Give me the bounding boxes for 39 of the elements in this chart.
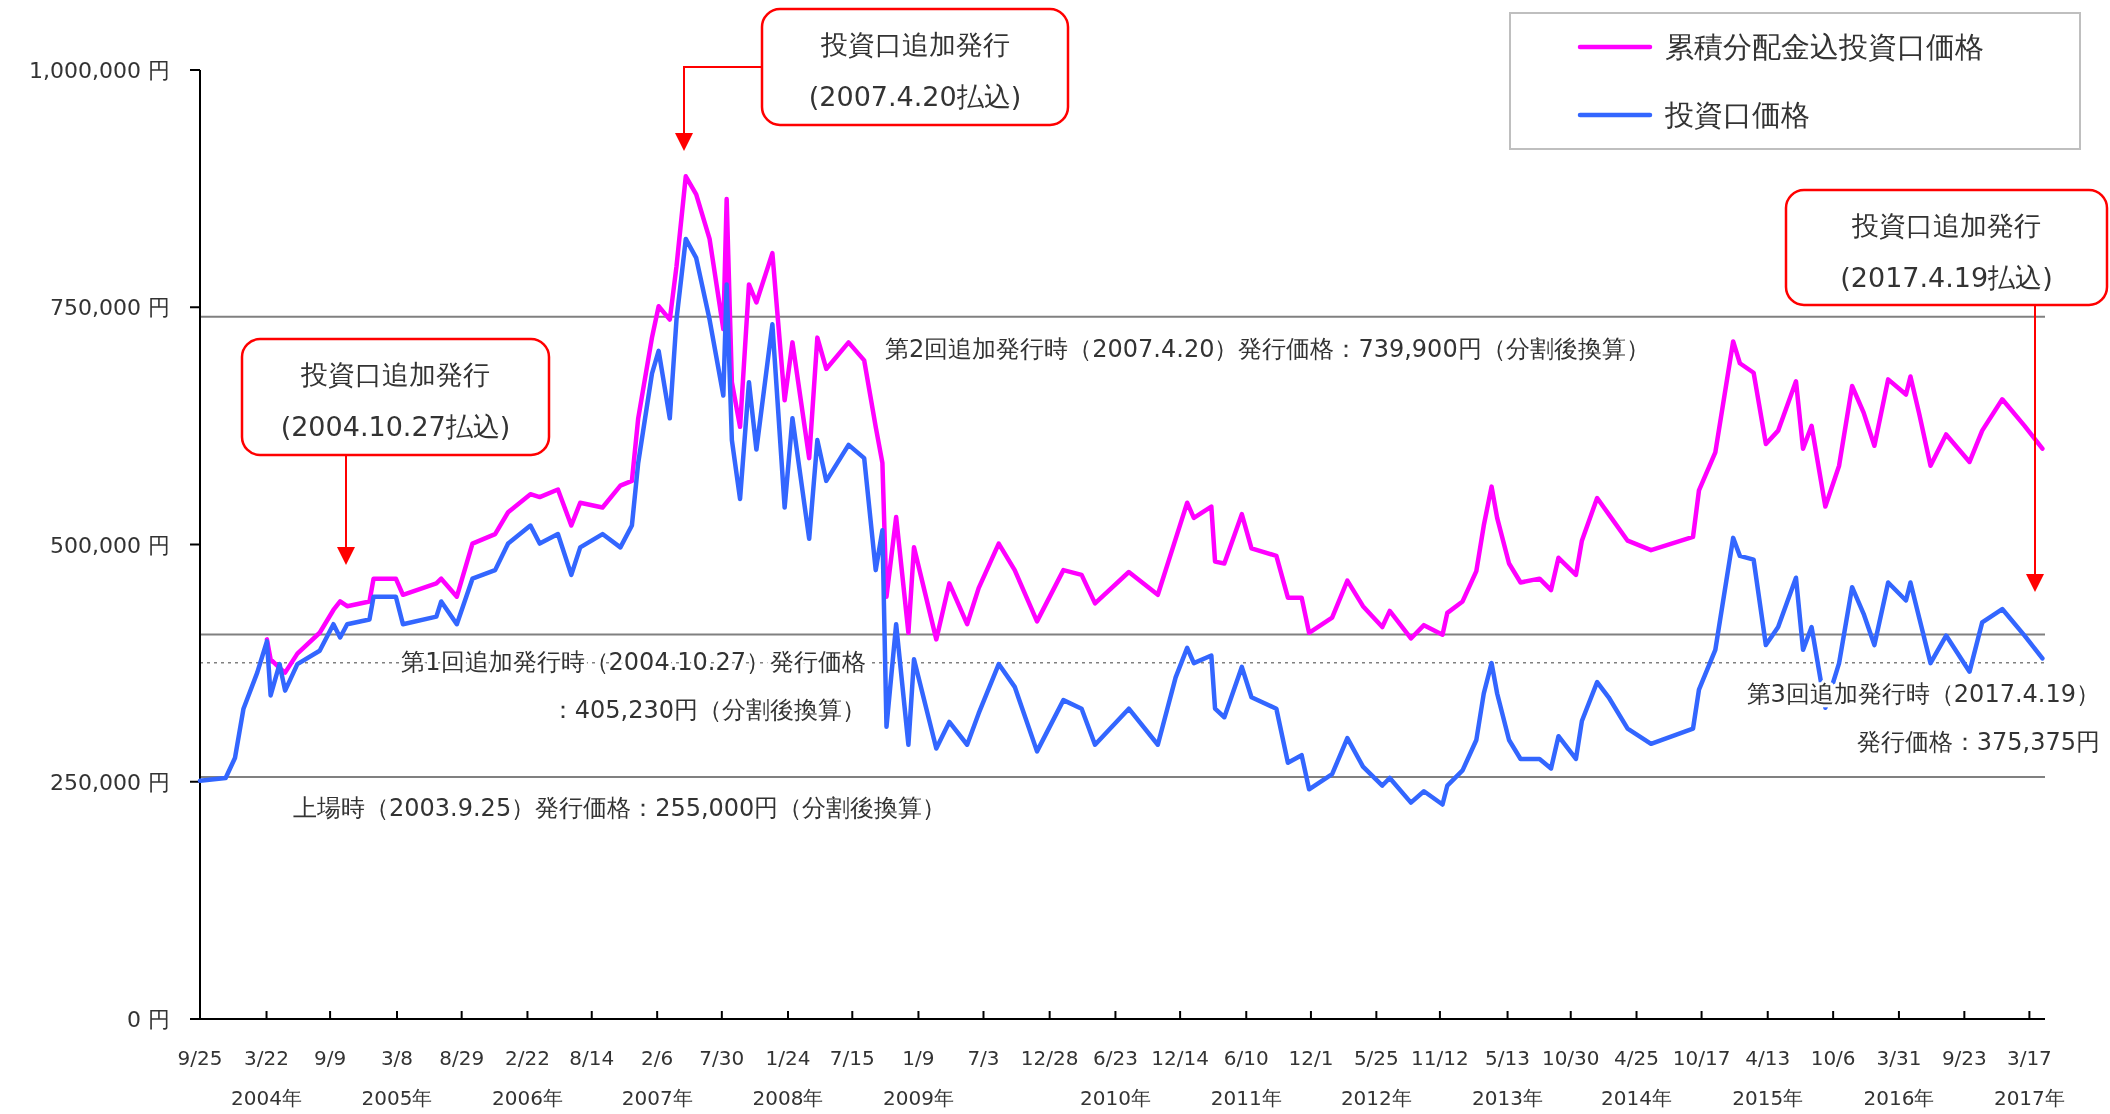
x-tick-label: 7/30 — [699, 1046, 745, 1070]
x-tick-label: 12/14 — [1151, 1046, 1209, 1070]
x-tick-label: 3/22 2004年 — [231, 1046, 302, 1110]
x-tick-label: 10/6 — [1810, 1046, 1856, 1070]
x-tick-label: 3/31 2016年 — [1863, 1046, 1935, 1110]
x-tick-label: 6/10 2011年 — [1210, 1046, 1282, 1110]
x-tick-label: 12/28 — [1020, 1046, 1079, 1070]
x-tick-label: 2/6 2007年 — [621, 1046, 693, 1110]
y-tick-label: 250,000 円 — [50, 769, 170, 795]
x-tick-label: 9/23 — [1941, 1046, 1987, 1070]
annotation: 投資口追加発行(2004.10.27払込) — [280, 359, 511, 442]
annotation: 投資口追加発行(2017.4.19払込) — [1840, 210, 2053, 293]
x-tick-label: 1/9 2009年 — [883, 1046, 954, 1110]
y-tick-label: 750,000 円 — [50, 295, 170, 321]
x-tick-label: 9/9 — [313, 1046, 347, 1070]
x-tick-label: 2/22 2006年 — [491, 1046, 563, 1110]
x-tick-label: 10/30 — [1541, 1046, 1600, 1070]
y-tick-label: 1,000,000 円 — [29, 58, 170, 83]
x-tick-label: 8/14 — [569, 1046, 615, 1070]
x-tick-label: 3/8 2005年 — [361, 1046, 433, 1110]
x-tick-label: 7/3 — [967, 1046, 1000, 1070]
x-tick-label: 4/25 2014年 — [1601, 1046, 1672, 1110]
annotation: 投資口追加発行(2007.4.20払込) — [808, 29, 1022, 112]
x-tick-label: 5/25 2012年 — [1340, 1046, 1412, 1110]
y-tick-label: 500,000 円 — [50, 532, 170, 558]
x-tick-label: 4/13 2015年 — [1732, 1046, 1804, 1110]
x-tick-label: 7/15 — [829, 1046, 875, 1070]
x-tick-label: 8/29 — [439, 1046, 485, 1070]
legend-label: 投資口価格 — [1664, 98, 1810, 132]
x-tick-label: 6/23 2010年 — [1079, 1046, 1151, 1110]
x-tick-label: 12/1 — [1288, 1046, 1334, 1070]
x-tick-label: 3/17 2017年 — [1993, 1046, 2065, 1110]
x-tick-label: 9/25 — [177, 1046, 223, 1070]
y-tick-label: 0 円 — [127, 1007, 170, 1032]
x-tick-label: 1/24 2008年 — [752, 1046, 824, 1110]
legend-label: 累積分配金込投資口価格 — [1665, 30, 1984, 64]
x-tick-label: 5/13 2013年 — [1472, 1046, 1544, 1110]
x-tick-label: 11/12 — [1411, 1046, 1469, 1070]
x-tick-label: 10/17 — [1672, 1046, 1731, 1070]
